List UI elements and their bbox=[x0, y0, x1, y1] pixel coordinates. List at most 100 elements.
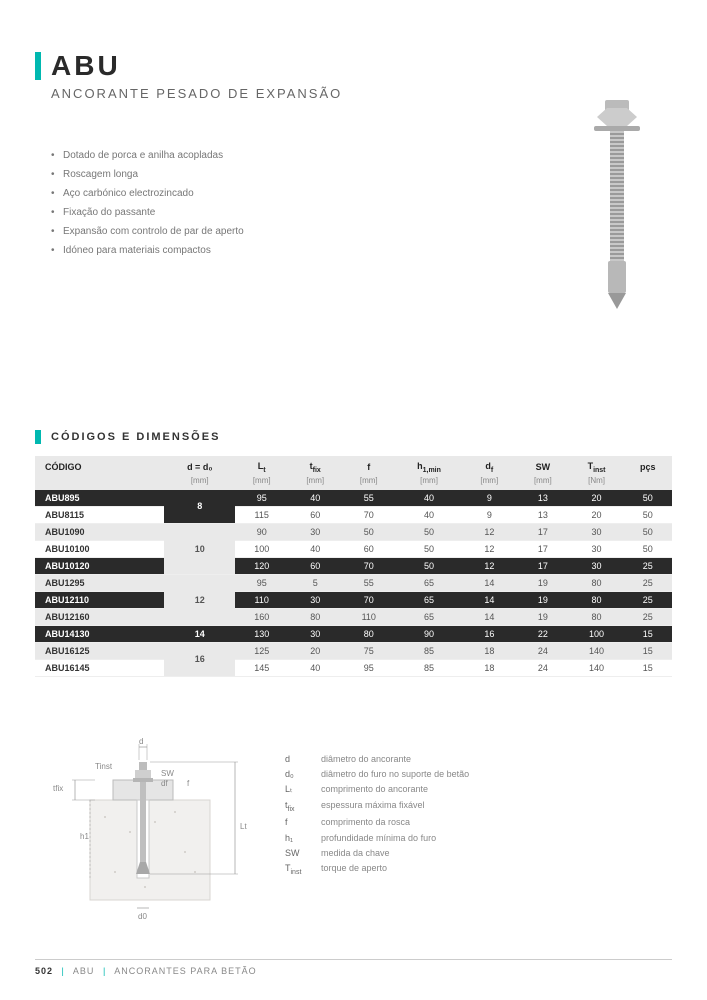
footer-page: 502 bbox=[35, 966, 53, 976]
cell-value: 5 bbox=[288, 574, 342, 591]
footer-sep: | bbox=[62, 966, 65, 976]
cell-value: 145 bbox=[235, 659, 289, 676]
cell-code: ABU10120 bbox=[35, 557, 164, 574]
cell-value: 22 bbox=[516, 625, 570, 642]
table-header: Lt bbox=[235, 456, 289, 476]
table-row: ABU1612516125207585182414015 bbox=[35, 642, 672, 659]
table-header: Tinst bbox=[570, 456, 624, 476]
cell-value: 65 bbox=[396, 574, 463, 591]
cell-value: 30 bbox=[570, 540, 624, 557]
legend-desc: medida da chave bbox=[321, 846, 390, 861]
diagram-section: d Tinst tfix SW df f h1 Lt d0 ddiâmetro … bbox=[35, 722, 672, 922]
table-row: ABU1211011030706514198025 bbox=[35, 591, 672, 608]
cell-value: 55 bbox=[342, 490, 396, 507]
cell-value: 110 bbox=[342, 608, 396, 625]
table-unit: [mm] bbox=[342, 476, 396, 490]
dimensions-table: CÓDIGOd = d₀Lttfixfh1,mindfSWTinstpçs [m… bbox=[35, 456, 672, 677]
accent-bar-small bbox=[35, 430, 41, 444]
lbl-sw: SW bbox=[161, 769, 174, 778]
legend-symbol: h₁ bbox=[285, 831, 309, 846]
table-header: f bbox=[342, 456, 396, 476]
cell-value: 40 bbox=[288, 659, 342, 676]
cell-value: 40 bbox=[288, 490, 342, 507]
table-row: ABU12160160801106514198025 bbox=[35, 608, 672, 625]
legend-symbol: Lₜ bbox=[285, 782, 309, 797]
table-unit: [Nm] bbox=[570, 476, 624, 490]
title-row: ABU bbox=[35, 50, 672, 82]
cell-value: 18 bbox=[463, 659, 517, 676]
legend: ddiâmetro do ancoranted₀diâmetro do furo… bbox=[285, 752, 469, 922]
cell-value: 30 bbox=[288, 591, 342, 608]
product-image bbox=[587, 100, 647, 320]
cell-value: 24 bbox=[516, 642, 570, 659]
cell-value: 65 bbox=[396, 591, 463, 608]
feature-item: Aço carbónico electrozincado bbox=[51, 184, 672, 203]
table-row: ABU1010010040605012173050 bbox=[35, 540, 672, 557]
cell-value: 40 bbox=[288, 540, 342, 557]
legend-row: Tinst torque de aperto bbox=[285, 861, 469, 879]
table-unit: [mm] bbox=[463, 476, 517, 490]
cell-value: 12 bbox=[463, 557, 517, 574]
cell-value: 95 bbox=[235, 574, 289, 591]
legend-row: Lₜ comprimento do ancorante bbox=[285, 782, 469, 797]
feature-item: Fixação do passante bbox=[51, 203, 672, 222]
cell-value: 18 bbox=[463, 642, 517, 659]
feature-item: Dotado de porca e anilha acopladas bbox=[51, 146, 672, 165]
cell-value: 125 bbox=[235, 642, 289, 659]
legend-row: d₀diâmetro do furo no suporte de betão bbox=[285, 767, 469, 782]
cell-value: 85 bbox=[396, 642, 463, 659]
legend-desc: diâmetro do ancorante bbox=[321, 752, 411, 767]
cell-value: 17 bbox=[516, 523, 570, 540]
cell-value: 15 bbox=[624, 642, 673, 659]
cell-value: 30 bbox=[288, 523, 342, 540]
cell-value: 160 bbox=[235, 608, 289, 625]
cell-value: 80 bbox=[570, 591, 624, 608]
cell-value: 100 bbox=[235, 540, 289, 557]
legend-symbol: SW bbox=[285, 846, 309, 861]
cell-value: 115 bbox=[235, 506, 289, 523]
cell-value: 19 bbox=[516, 608, 570, 625]
cell-value: 25 bbox=[624, 608, 673, 625]
cell-value: 75 bbox=[342, 642, 396, 659]
cell-value: 80 bbox=[288, 608, 342, 625]
lbl-lt: Lt bbox=[240, 822, 247, 831]
cell-value: 30 bbox=[570, 523, 624, 540]
table-unit bbox=[35, 476, 164, 490]
legend-desc: comprimento do ancorante bbox=[321, 782, 428, 797]
cell-value: 50 bbox=[396, 540, 463, 557]
footer-category: ANCORANTES PARA BETÃO bbox=[114, 966, 256, 976]
cell-value: 13 bbox=[516, 506, 570, 523]
legend-desc: torque de aperto bbox=[321, 861, 387, 879]
legend-symbol: Tinst bbox=[285, 861, 309, 879]
cell-value: 19 bbox=[516, 574, 570, 591]
cell-value: 30 bbox=[570, 557, 624, 574]
lbl-df: df bbox=[161, 779, 168, 788]
cell-code: ABU16145 bbox=[35, 659, 164, 676]
cell-value: 80 bbox=[342, 625, 396, 642]
lbl-tfix: tfix bbox=[53, 784, 63, 793]
table-header: h1,min bbox=[396, 456, 463, 476]
installation-diagram: d Tinst tfix SW df f h1 Lt d0 bbox=[35, 722, 245, 922]
cell-diameter: 10 bbox=[164, 523, 234, 574]
cell-value: 100 bbox=[570, 625, 624, 642]
cell-value: 50 bbox=[396, 557, 463, 574]
cell-value: 140 bbox=[570, 659, 624, 676]
cell-code: ABU12160 bbox=[35, 608, 164, 625]
legend-symbol: f bbox=[285, 815, 309, 830]
footer-code: ABU bbox=[73, 966, 95, 976]
cell-value: 20 bbox=[570, 490, 624, 507]
feature-item: Expansão com controlo de par de aperto bbox=[51, 222, 672, 241]
cell-value: 70 bbox=[342, 557, 396, 574]
cell-value: 50 bbox=[624, 523, 673, 540]
cell-value: 130 bbox=[235, 625, 289, 642]
legend-desc: comprimento da rosca bbox=[321, 815, 410, 830]
table-unit: [mm] bbox=[396, 476, 463, 490]
table-row: ABU81151156070409132050 bbox=[35, 506, 672, 523]
table-header: df bbox=[463, 456, 517, 476]
cell-value: 50 bbox=[396, 523, 463, 540]
cell-value: 120 bbox=[235, 557, 289, 574]
lbl-h1: h1 bbox=[80, 832, 89, 841]
cell-value: 16 bbox=[463, 625, 517, 642]
features-list: Dotado de porca e anilha acopladasRoscag… bbox=[51, 146, 672, 260]
cell-code: ABU16125 bbox=[35, 642, 164, 659]
